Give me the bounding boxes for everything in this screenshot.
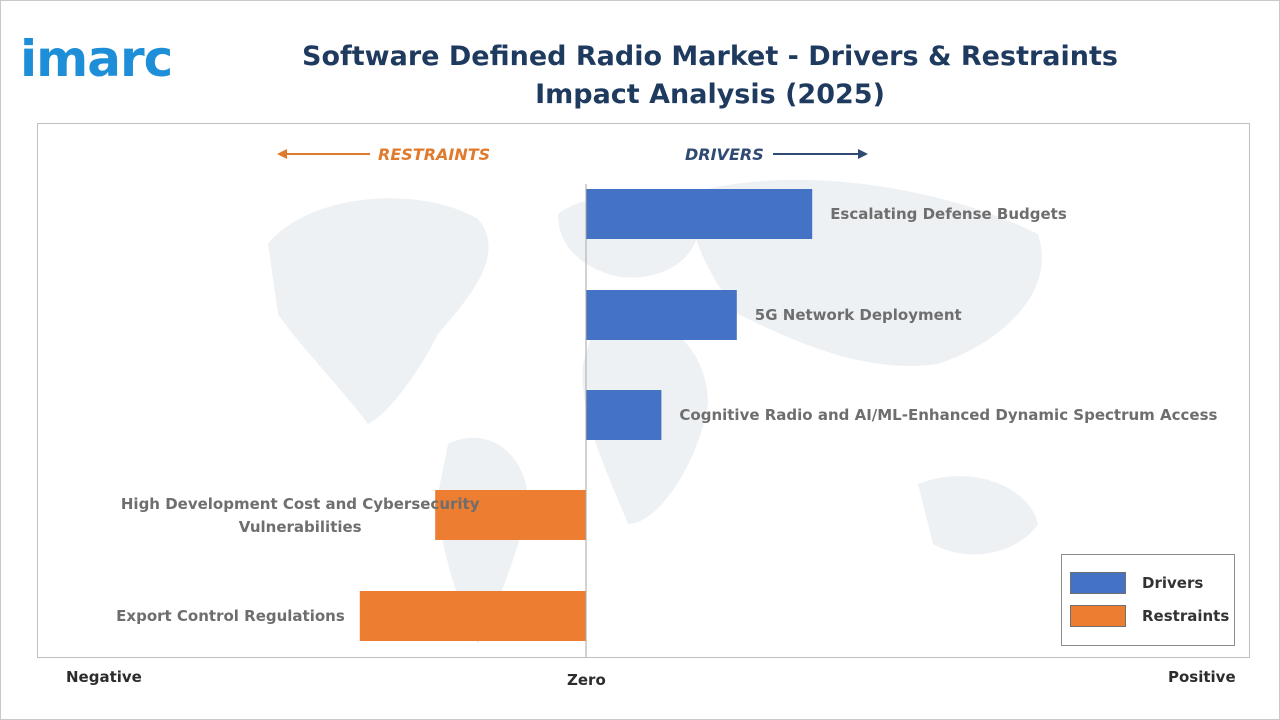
drivers-heading: DRIVERS [685, 145, 764, 164]
legend-label-restraints: Restraints [1142, 607, 1230, 625]
axis-zero-label: Zero [567, 671, 606, 689]
bar-label-0: Escalating Defense Budgets [830, 205, 1067, 223]
axis-negative-label: Negative [66, 668, 142, 686]
bar-label-4: Export Control Regulations [116, 607, 345, 625]
bar-restraint-4 [359, 591, 586, 641]
bar-label-3: High Development Cost and Cybersecurity V… [121, 495, 480, 536]
imarc-logo: imarc [20, 30, 205, 90]
legend-swatch-drivers [1070, 572, 1126, 594]
restraints-arrow-head [277, 149, 287, 159]
bar-label-1: 5G Network Deployment [755, 306, 962, 324]
map-continent-5 [918, 476, 1038, 555]
logo-wordmark: imarc [20, 30, 173, 88]
bar-label-2: Cognitive Radio and AI/ML-Enhanced Dynam… [679, 406, 1217, 424]
chart-title: Software Defined Radio Market - Drivers … [302, 41, 1118, 110]
bar-restraint-3 [435, 490, 586, 540]
restraints-heading: RESTRAINTS [378, 145, 490, 164]
legend: Drivers Restraints [1061, 554, 1235, 646]
bar-driver-1 [586, 290, 737, 340]
impact-chart: RESTRAINTS DRIVERS Escalating Defense Bud… [116, 145, 1218, 657]
axis-positive-label: Positive [1168, 668, 1236, 686]
legend-swatch-restraints [1070, 605, 1126, 627]
bar-driver-2 [586, 390, 662, 440]
drivers-arrow-head [858, 149, 868, 159]
plot-area: RESTRAINTS DRIVERS Escalating Defense Bud… [37, 123, 1250, 658]
legend-item-drivers: Drivers [1070, 571, 1203, 595]
legend-label-drivers: Drivers [1142, 574, 1204, 592]
legend-item-restraints: Restraints [1070, 604, 1229, 628]
bar-driver-0 [586, 189, 813, 239]
map-continent-0 [268, 198, 489, 424]
